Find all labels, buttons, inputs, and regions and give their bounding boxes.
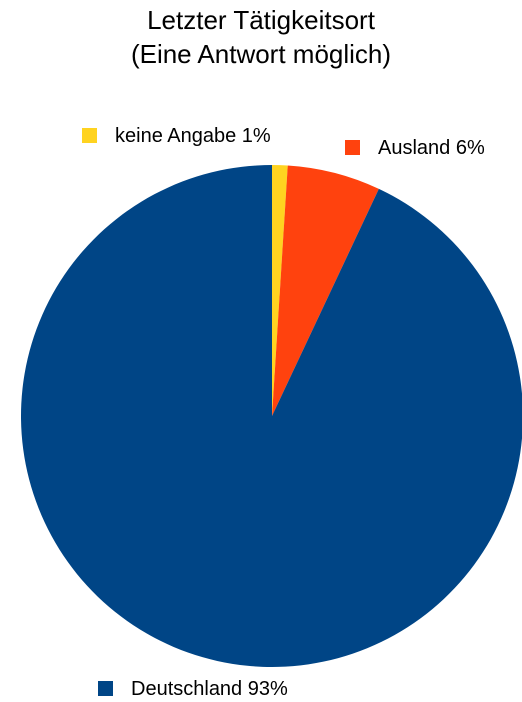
slice-label-value: 1%: [242, 125, 271, 147]
legend-swatch: [82, 128, 97, 143]
pie-slice: [21, 165, 522, 667]
pie-slice: [272, 165, 288, 416]
slice-label: keine Angabe 1%: [115, 125, 271, 147]
chart-title: Letzter Tätigkeitsort: [147, 5, 376, 35]
pie-slice: [272, 165, 379, 416]
slice-label: Ausland 6%: [378, 137, 485, 159]
slice-label-value: 93%: [248, 678, 288, 700]
legend-swatch: [98, 681, 113, 696]
slice-label-name: keine Angabe: [115, 125, 236, 147]
legend-swatch: [345, 140, 360, 155]
slice-label-name: Deutschland: [131, 678, 242, 700]
slice-label-name: Ausland: [378, 137, 450, 159]
slice-label-value: 6%: [456, 137, 485, 159]
slice-label: Deutschland 93%: [131, 678, 288, 700]
chart-subtitle: (Eine Antwort möglich): [131, 39, 391, 69]
